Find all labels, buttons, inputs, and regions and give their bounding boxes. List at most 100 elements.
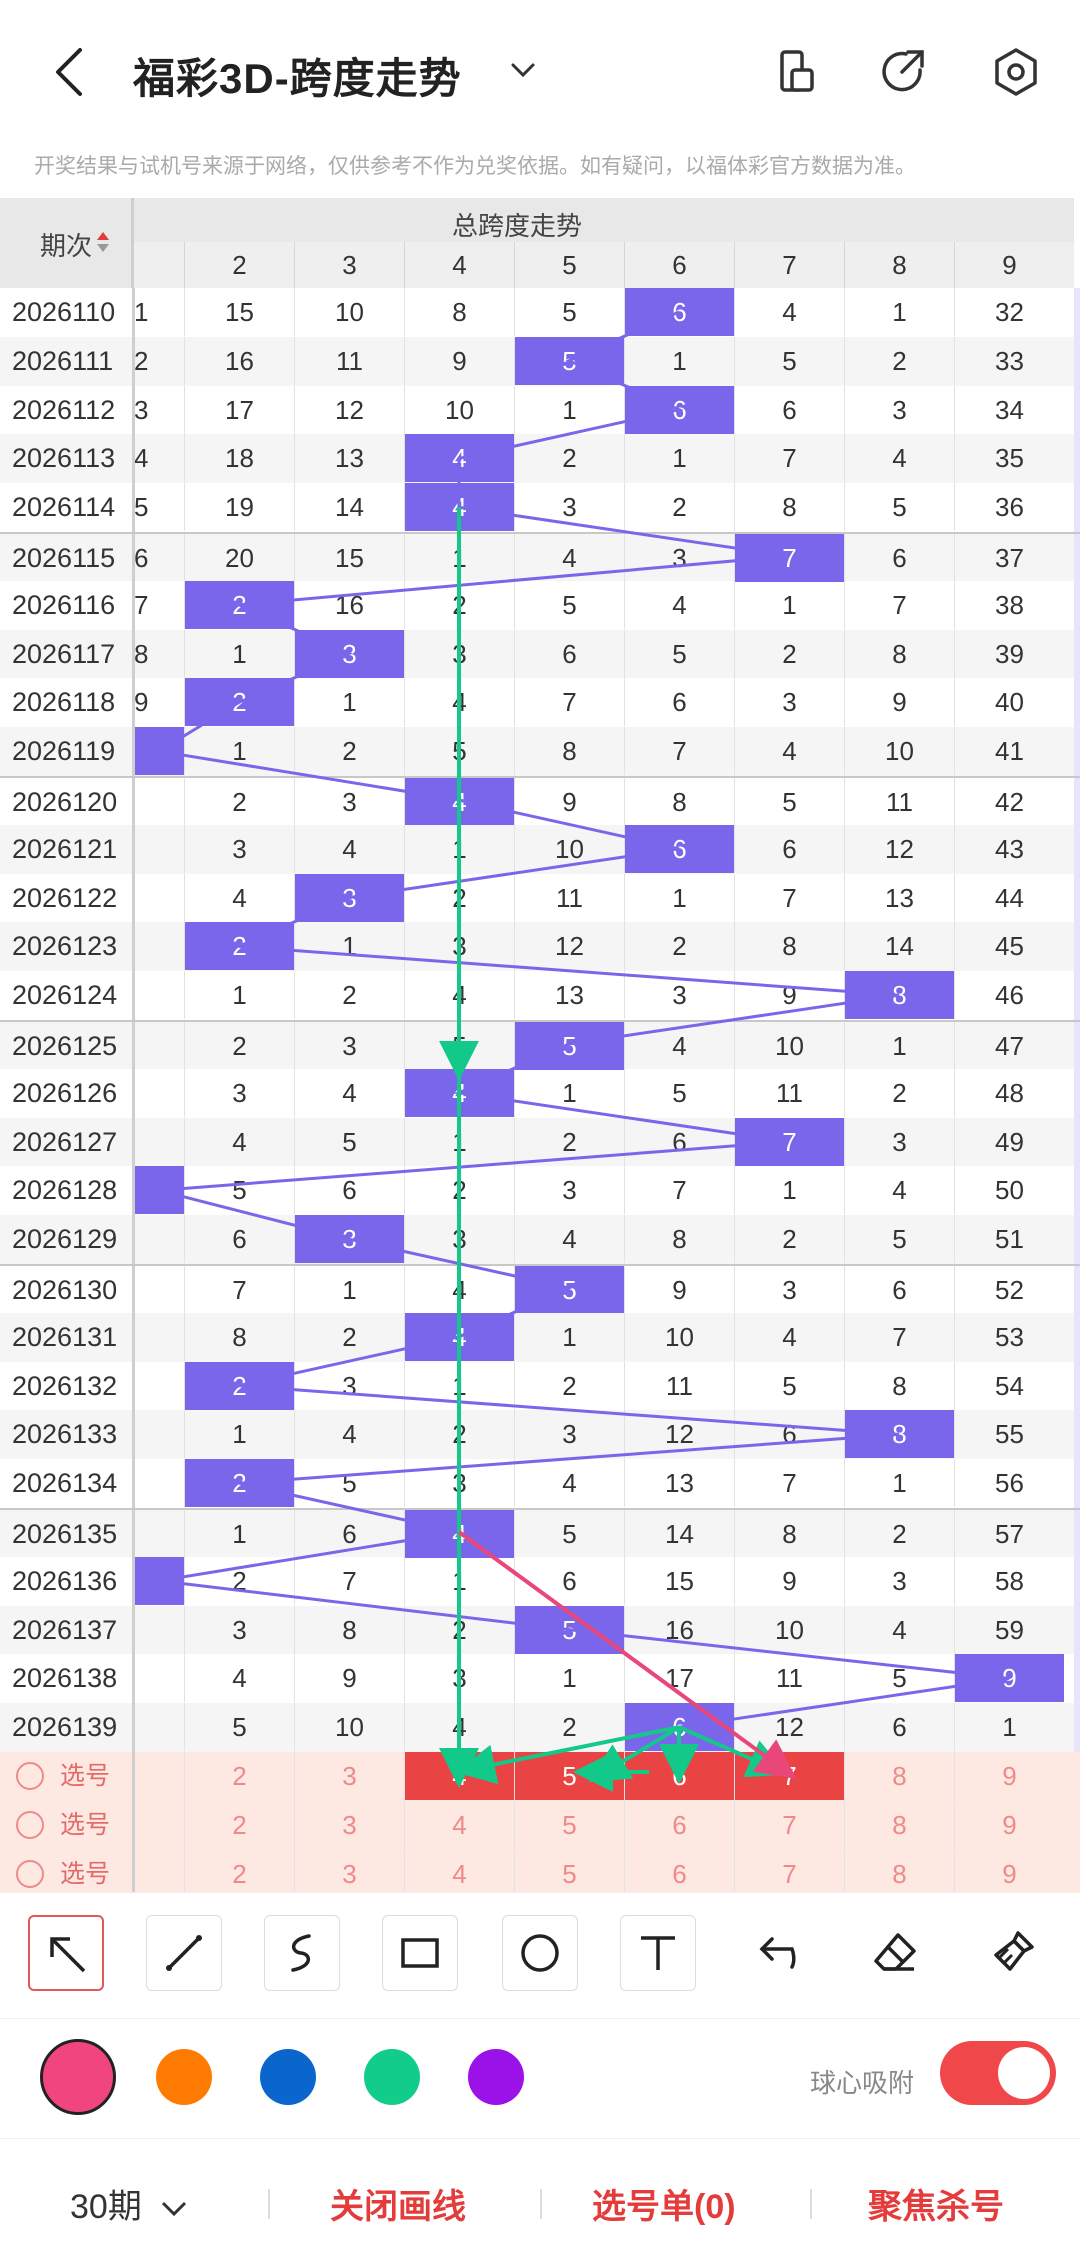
pick-number-ball[interactable]: 8 <box>844 1800 954 1849</box>
pick-number-ball[interactable]: 6 <box>624 1849 734 1892</box>
period-number: 2026133 <box>12 1419 118 1450</box>
omission-cell: 39 <box>954 629 1064 678</box>
arrow-tool[interactable] <box>28 1915 104 1991</box>
period-number: 2026129 <box>12 1224 118 1255</box>
omission-cell: 3 <box>624 971 734 1020</box>
close-drawing-button[interactable]: 关闭画线 <box>330 2188 466 2226</box>
omission-cell: 8 <box>734 1510 844 1558</box>
focus-kill-button[interactable]: 聚焦杀号 <box>868 2188 1004 2226</box>
omission-cell: 4 <box>624 580 734 629</box>
column-divider <box>132 1703 135 1752</box>
chevron-down-icon[interactable] <box>505 55 541 85</box>
pick-number-ball[interactable]: 9 <box>954 1800 1064 1849</box>
table-row: 2026124 1 2 4 13 3 9 8 46 <box>0 971 1080 1020</box>
page-title[interactable]: 福彩3D-跨度走势 <box>133 55 462 102</box>
partial-cell <box>134 1362 184 1410</box>
period-number: 2026124 <box>12 980 118 1011</box>
omission-cell: 6 <box>624 1117 734 1166</box>
omission-cell: 34 <box>954 385 1064 434</box>
table-row: 2026113 4 18 13 4 2 1 7 4 35 <box>0 434 1080 484</box>
omission-cell: 8 <box>624 1215 734 1264</box>
omission-cell: 6 <box>294 1166 404 1215</box>
text-tool[interactable] <box>620 1915 696 1991</box>
omission-cell: 10 <box>624 1312 734 1361</box>
pick-number-ball[interactable]: 4 <box>404 1800 514 1849</box>
pick-radio[interactable] <box>16 1859 44 1888</box>
pick-number-ball[interactable]: 8 <box>844 1849 954 1892</box>
period-header[interactable]: 期次 <box>0 198 134 288</box>
pick-radio[interactable] <box>16 1810 44 1839</box>
line-tool[interactable] <box>146 1915 222 1991</box>
pick-number-ball[interactable]: 7 <box>734 1752 844 1800</box>
column-divider <box>132 971 135 1020</box>
pick-number-ball[interactable]: 7 <box>734 1800 844 1849</box>
pick-radio[interactable] <box>16 1762 44 1790</box>
brush-clear-icon <box>994 1931 1034 1971</box>
color-swatch-blue[interactable] <box>260 2049 316 2105</box>
pick-number-ball[interactable]: 6 <box>624 1752 734 1800</box>
span-hit-cell: 6 <box>624 385 734 434</box>
color-palette: 球心吸附 <box>0 2018 1080 2139</box>
section-header-label: 总跨度走势 <box>452 211 583 241</box>
pick-number-ball[interactable]: 2 <box>184 1849 294 1892</box>
scroll-edge <box>1074 1022 1080 1069</box>
share-icon[interactable] <box>876 44 932 100</box>
column-divider <box>132 1312 135 1362</box>
span-hit-cell: 4 <box>404 1312 514 1361</box>
column-divider <box>132 824 135 874</box>
circle-tool[interactable] <box>502 1915 578 1991</box>
pick-list-button[interactable]: 选号单(0) <box>592 2188 736 2226</box>
column-divider <box>132 288 135 337</box>
span-hit-cell: 8 <box>844 971 954 1020</box>
partial-cell <box>134 1606 184 1654</box>
pick-number-ball[interactable]: 8 <box>844 1752 954 1800</box>
pick-number-ball[interactable]: 9 <box>954 1849 1064 1892</box>
omission-cell: 7 <box>844 580 954 629</box>
omission-cell: 5 <box>624 629 734 678</box>
rectangle-tool[interactable] <box>382 1915 458 1991</box>
layout-icon[interactable] <box>770 44 826 100</box>
color-swatch-purple[interactable] <box>468 2049 524 2105</box>
pick-number-ball[interactable]: 6 <box>624 1800 734 1849</box>
back-arrow-icon[interactable] <box>44 40 104 104</box>
color-swatch-pink[interactable] <box>40 2039 116 2115</box>
omission-cell: 5 <box>294 1459 404 1508</box>
pick-number-ball[interactable]: 5 <box>514 1752 624 1800</box>
omission-cell: 56 <box>954 1459 1064 1508</box>
omission-cell: 3 <box>734 678 844 727</box>
period-select[interactable]: 30期 <box>70 2179 191 2228</box>
omission-cell: 9 <box>404 336 514 385</box>
color-swatch-green[interactable] <box>364 2049 420 2105</box>
pick-number-ball[interactable]: 3 <box>294 1849 404 1892</box>
pick-number-ball[interactable]: 5 <box>514 1849 624 1892</box>
curve-tool[interactable] <box>264 1915 340 1991</box>
omission-cell: 3 <box>294 778 404 826</box>
table-row: 2026117 8 1 3 3 6 5 2 8 39 <box>0 629 1080 679</box>
pick-number-ball[interactable]: 7 <box>734 1849 844 1892</box>
pick-number-ball[interactable]: 5 <box>514 1800 624 1849</box>
omission-cell: 4 <box>404 678 514 727</box>
period-number: 2026127 <box>12 1126 118 1157</box>
table-row: 2026120 2 3 4 9 8 5 11 42 <box>0 776 1080 826</box>
pick-number-ball[interactable]: 4 <box>404 1849 514 1892</box>
pick-number-ball[interactable]: 3 <box>294 1752 404 1800</box>
pick-number-ball[interactable]: 2 <box>184 1752 294 1800</box>
snap-toggle[interactable] <box>940 2041 1056 2105</box>
pick-number-ball[interactable]: 3 <box>294 1800 404 1849</box>
eraser-tool[interactable] <box>858 1915 934 1991</box>
omission-cell: 3 <box>404 1459 514 1508</box>
omission-cell: 7 <box>844 1312 954 1361</box>
pick-number-ball[interactable]: 2 <box>184 1800 294 1849</box>
clear-tool[interactable] <box>976 1915 1052 1991</box>
settings-icon[interactable] <box>988 44 1044 100</box>
undo-tool[interactable] <box>740 1915 816 1991</box>
color-swatch-orange[interactable] <box>156 2049 212 2105</box>
omission-cell: 55 <box>954 1410 1064 1459</box>
period-number: 2026131 <box>12 1321 118 1352</box>
sort-icon[interactable] <box>96 228 110 256</box>
pick-number-ball[interactable]: 9 <box>954 1752 1064 1800</box>
snap-label: 球心吸附 <box>810 2068 915 2098</box>
omission-cell: 1 <box>404 534 514 582</box>
pick-number-ball[interactable]: 4 <box>404 1752 514 1800</box>
